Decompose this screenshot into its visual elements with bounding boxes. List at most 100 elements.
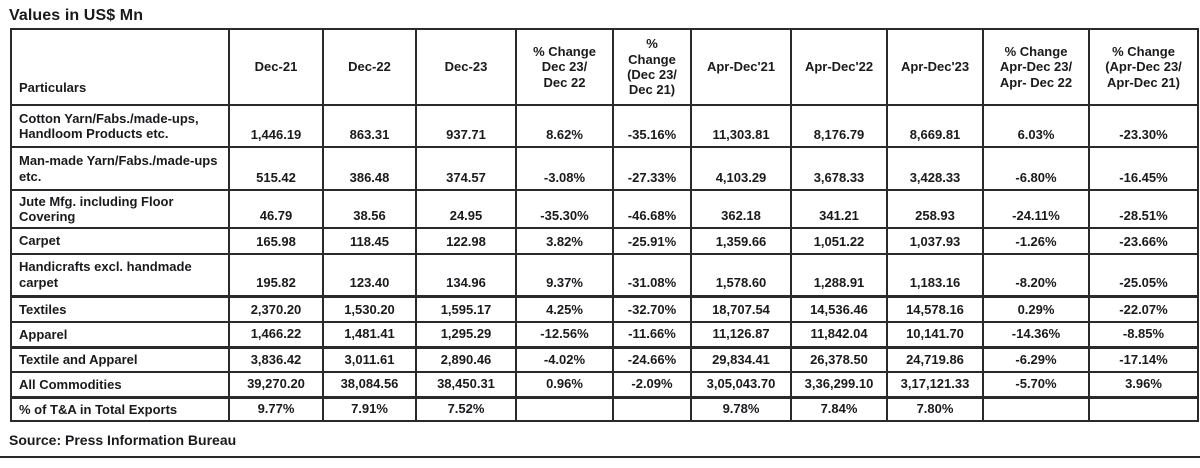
table-cell: 11,126.87 [690,321,792,348]
table-cell: 1,051.22 [790,227,888,255]
table-cell: 1,578.60 [690,253,792,297]
table-cell: 11,303.81 [690,104,792,148]
table-cell: 1,359.66 [690,227,792,255]
column-header: Apr-Dec'23 [886,28,984,106]
column-header: Dec-22 [322,28,417,106]
table-cell: -22.07% [1088,294,1199,323]
table-row: Textiles 2,370.20 1,530.20 1,595.17 4.25% -32… [10,294,1199,323]
table-cell: 38,450.31 [415,371,517,398]
exports-table: Particulars Dec-21 Dec-22 Dec-23% Change De… [10,28,1199,422]
table-cell: 0.96% [515,371,614,398]
column-header: Dec-23 [415,28,517,106]
table-cell: -31.08% [612,253,692,297]
column-header: % Change Apr-Dec 23/ Apr- Dec 22 [982,28,1090,106]
table-cell: 386.48 [322,146,417,191]
table-cell: -4.02% [515,345,614,373]
table-cell: 1,595.17 [415,294,517,323]
table-cell [982,395,1090,422]
table-cell: 195.82 [228,253,324,297]
table-cell: 8,176.79 [790,104,888,148]
table-cell: -28.51% [1088,189,1199,229]
row-label: Textiles [10,294,230,323]
table-cell: 18,707.54 [690,294,792,323]
table-cell: -1.26% [982,227,1090,255]
table-cell: 9.78% [690,395,792,422]
table-cell: 10,141.70 [886,321,984,348]
table-cell: 3,011.61 [322,345,417,373]
table-cell: -16.45% [1088,146,1199,191]
table-cell: -24.66% [612,345,692,373]
table-cell: 2,890.46 [415,345,517,373]
table-cell: -27.33% [612,146,692,191]
table-row: Man-made Yarn/Fabs./made-ups etc. 515.42 3… [10,146,1199,191]
row-label: Handicrafts excl. handmade carpet [10,253,230,297]
table-cell: 118.45 [322,227,417,255]
table-cell: 6.03% [982,104,1090,148]
table-cell: 2,370.20 [228,294,324,323]
table-cell: 1,183.16 [886,253,984,297]
table-cell: -17.14% [1088,345,1199,373]
table-cell: 14,536.46 [790,294,888,323]
table-cell: 14,578.16 [886,294,984,323]
table-cell: -24.11% [982,189,1090,229]
row-label: % of T&A in Total Exports [10,395,230,422]
row-label: All Commodities [10,371,230,398]
table-cell: 258.93 [886,189,984,229]
column-header: % Change (Dec 23/ Dec 21) [612,28,692,106]
bottom-divider [0,456,1200,458]
table-cell: 863.31 [322,104,417,148]
table-cell: -2.09% [612,371,692,398]
table-cell: 3,36,299.10 [790,371,888,398]
table-cell: -23.30% [1088,104,1199,148]
table-cell: 3,17,121.33 [886,371,984,398]
table-cell: 38,084.56 [322,371,417,398]
row-label: Jute Mfg. including Floor Covering [10,189,230,229]
table-cell: -25.05% [1088,253,1199,297]
table-row: All Commodities 39,270.20 38,084.56 38,450.… [10,371,1199,398]
table-cell: 3.96% [1088,371,1199,398]
table-cell: 3,428.33 [886,146,984,191]
table-cell: -8.20% [982,253,1090,297]
table-cell: 134.96 [415,253,517,297]
table-row: Jute Mfg. including Floor Covering 46.79 3… [10,189,1199,229]
table-cell: 7.91% [322,395,417,422]
row-label: Cotton Yarn/Fabs./made-ups, Handloom Pro… [10,104,230,148]
table-cell: 3,05,043.70 [690,371,792,398]
table-cell: -6.29% [982,345,1090,373]
table-title: Values in US$ Mn [9,7,144,24]
table-cell: 1,481.41 [322,321,417,348]
table-cell: -11.66% [612,321,692,348]
table-cell: 1,530.20 [322,294,417,323]
table-cell: 362.18 [690,189,792,229]
table-cell: 0.29% [982,294,1090,323]
table-cell: 8,669.81 [886,104,984,148]
table-cell: -32.70% [612,294,692,323]
table-cell [612,395,692,422]
table-row: % of T&A in Total Exports 9.77% 7.91% 7.52%… [10,395,1199,422]
table-cell: 515.42 [228,146,324,191]
table-row: Cotton Yarn/Fabs./made-ups, Handloom Pro… [10,104,1199,148]
table-cell: -23.66% [1088,227,1199,255]
table-cell: -6.80% [982,146,1090,191]
source-note: Source: Press Information Bureau [9,432,237,448]
table-cell: -8.85% [1088,321,1199,348]
table-row: Textile and Apparel 3,836.42 3,011.61 2,890… [10,345,1199,373]
row-label: Textile and Apparel [10,345,230,373]
table-cell: 341.21 [790,189,888,229]
column-header: Dec-21 [228,28,324,106]
column-header: % Change (Apr-Dec 23/ Apr-Dec 21) [1088,28,1199,106]
table-cell: 29,834.41 [690,345,792,373]
table-cell: -35.16% [612,104,692,148]
table-row: Handicrafts excl. handmade carpet 195.82 1… [10,253,1199,297]
table-cell: 1,288.91 [790,253,888,297]
table-cell: 1,466.22 [228,321,324,348]
table-cell: 122.98 [415,227,517,255]
table-cell: 24,719.86 [886,345,984,373]
row-label: Carpet [10,227,230,255]
table-cell: 1,446.19 [228,104,324,148]
column-header: Particulars [10,28,230,106]
table-cell: 24.95 [415,189,517,229]
table-cell: 937.71 [415,104,517,148]
table-cell: 123.40 [322,253,417,297]
table-cell: 3,678.33 [790,146,888,191]
